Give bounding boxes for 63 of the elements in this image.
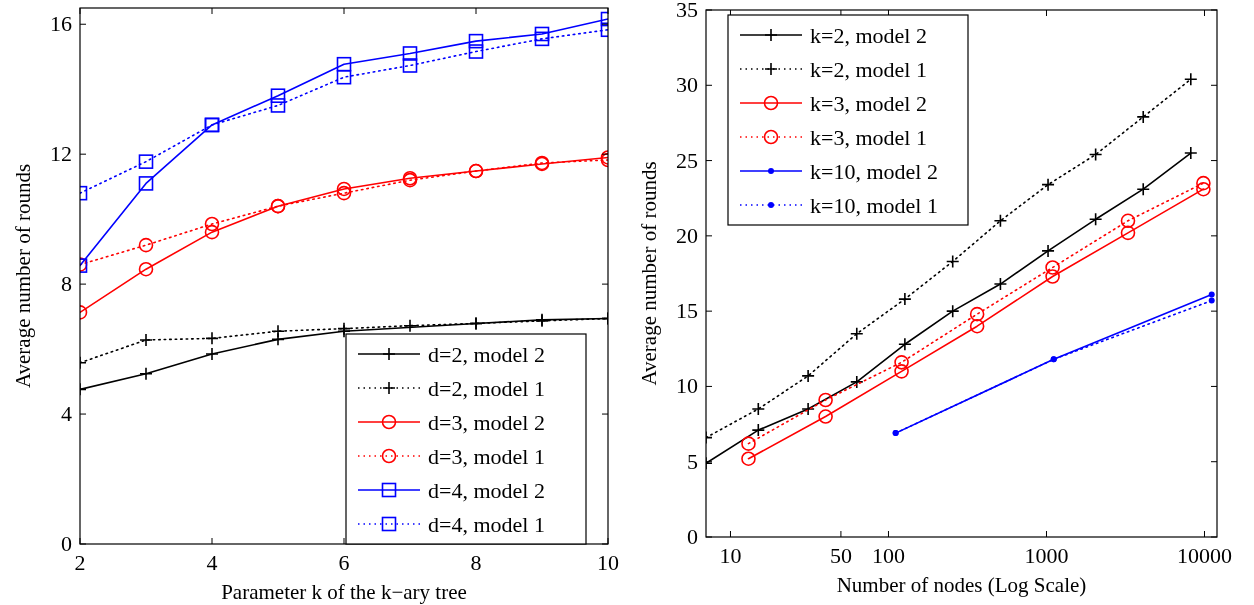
point [336,69,352,85]
point [336,56,352,72]
x-tick-label: 6 [338,550,350,575]
point [138,154,154,169]
x-tick-label: 50 [829,543,852,568]
y-tick-label: 5 [687,448,698,474]
point [403,318,417,333]
point [138,176,154,191]
x-axis-title: Number of nodes (Log Scale) [836,573,1087,597]
point [205,331,219,346]
y-tick-label: 12 [50,141,72,167]
y-tick-label: 16 [50,11,72,37]
point [271,324,285,339]
y-tick-label: 0 [687,524,698,549]
point [534,31,550,47]
legend-label: d=4, model 2 [428,478,545,503]
point [468,44,484,59]
point [468,33,484,49]
point [138,261,154,277]
legend-label: d=3, model 2 [428,410,545,435]
point [139,366,153,381]
y-axis-title: Average number of rounds [11,163,35,389]
legend-label: d=4, model 1 [428,512,545,537]
legend-label: d=2, model 1 [428,376,545,401]
x-tick-label: 1000 [1024,543,1069,568]
point [402,46,418,61]
point [205,347,219,361]
x-tick-label: 100 [871,543,905,568]
point [270,98,286,113]
point [402,58,418,73]
y-tick-label: 35 [676,0,698,22]
x-tick-label: 4 [206,550,218,575]
legend-label: k=3, model 1 [810,125,927,150]
legend-label: d=2, model 2 [428,342,545,367]
legend-label: k=10, model 2 [810,159,938,184]
y-tick-label: 20 [676,222,698,248]
legend-label: k=2, model 2 [810,23,927,48]
legend-label: k=2, model 1 [810,57,927,82]
y-tick-label: 25 [676,147,698,173]
point [204,216,220,232]
x-tick-label: 10 [597,550,619,575]
x-tick-label: 2 [74,550,86,575]
legend-label: k=10, model 1 [810,193,938,218]
y-tick-label: 30 [676,72,698,98]
point [336,185,352,201]
point [139,333,153,347]
point [270,88,286,104]
legend-label: d=3, model 1 [428,444,545,469]
y-tick-label: 10 [676,373,698,399]
x-axis-title: Parameter k of the k−ary tree [221,580,467,604]
point [138,237,154,253]
y-tick-label: 4 [61,401,72,427]
x-tick-label: 8 [470,550,482,575]
y-tick-label: 0 [61,531,72,556]
point [204,224,220,240]
y-axis-title: Average number of rounds [637,161,661,386]
y-tick-label: 15 [676,298,698,324]
x-tick-label: 10 [719,543,742,568]
y-tick-label: 8 [61,271,72,297]
x-tick-label: 10000 [1176,543,1232,568]
point [534,26,550,42]
point [336,181,352,197]
legend-label: k=3, model 2 [810,91,927,116]
